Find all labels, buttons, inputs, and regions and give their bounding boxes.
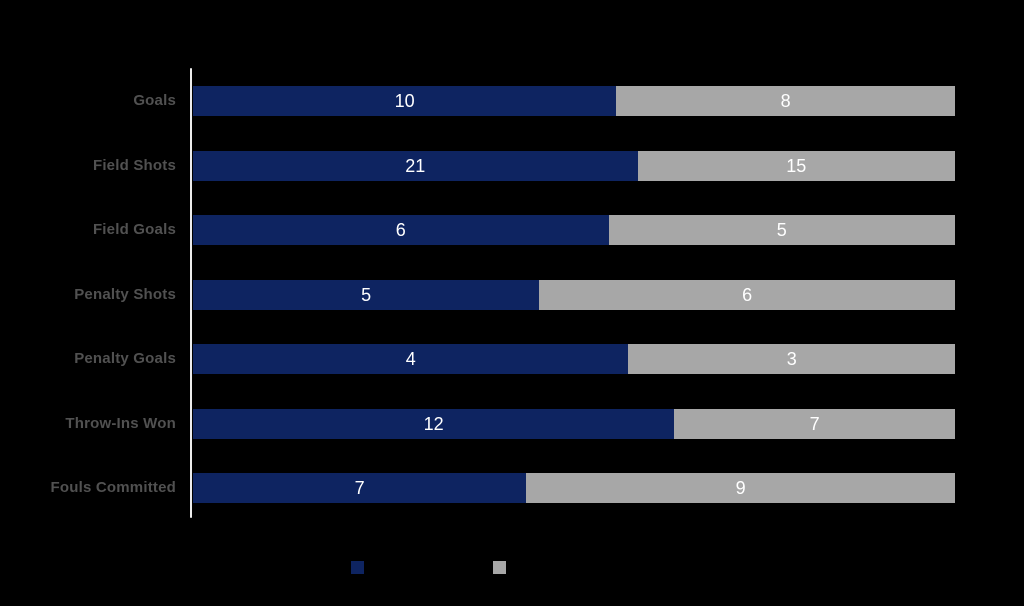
category-label: Penalty Goals bbox=[74, 350, 176, 367]
chart-row: Field Goals 6 5 bbox=[0, 215, 1024, 245]
bar-value-label: 6 bbox=[395, 220, 406, 240]
bar-value-label: 7 bbox=[354, 478, 365, 498]
bar-value-label: 3 bbox=[786, 349, 797, 369]
bar-value-label: 6 bbox=[742, 284, 753, 305]
bar-segment-series1: 10 bbox=[193, 86, 617, 116]
chart-row: Goals 10 8 bbox=[0, 86, 1024, 116]
chart-row: Penalty Goals 4 3 bbox=[0, 344, 1024, 374]
legend bbox=[351, 561, 512, 574]
bar-value-label: 15 bbox=[786, 155, 807, 176]
category-label: Fouls Committed bbox=[50, 479, 176, 496]
bar-track: 12 7 bbox=[193, 408, 955, 439]
bar-segment-series1: 7 bbox=[193, 473, 527, 503]
chart-row: Throw-Ins Won 12 7 bbox=[0, 408, 1024, 439]
bar-segment-series2: 5 bbox=[608, 215, 955, 245]
category-label: Field Goals bbox=[92, 221, 176, 238]
chart-row: Fouls Committed 7 9 bbox=[0, 473, 1024, 503]
legend-swatch-series2 bbox=[493, 561, 506, 574]
category-label: Goals bbox=[133, 92, 176, 109]
bar-segment-series1: 5 bbox=[193, 279, 540, 310]
category-label: Penalty Shots bbox=[74, 285, 176, 303]
bar-value-label: 8 bbox=[780, 91, 791, 111]
legend-item-series1 bbox=[351, 561, 370, 574]
bar-segment-series1: 12 bbox=[193, 408, 675, 439]
y-axis-line bbox=[190, 68, 192, 518]
category-label: Field Shots bbox=[92, 156, 176, 174]
bar-segment-series1: 6 bbox=[193, 215, 609, 245]
bar-value-label: 10 bbox=[394, 91, 415, 111]
chart-row: Penalty Shots 5 6 bbox=[0, 279, 1024, 310]
bar-value-label: 5 bbox=[776, 220, 787, 240]
bar-segment-series2: 6 bbox=[539, 279, 955, 310]
legend-item-series2 bbox=[493, 561, 512, 574]
bar-value-label: 7 bbox=[809, 413, 820, 434]
bar-track: 21 15 bbox=[193, 150, 955, 181]
category-label: Throw-Ins Won bbox=[65, 414, 176, 432]
bar-segment-series2: 8 bbox=[616, 86, 955, 116]
bar-segment-series1: 21 bbox=[193, 150, 638, 181]
bar-segment-series2: 7 bbox=[674, 408, 955, 439]
bar-segment-series2: 15 bbox=[637, 150, 955, 181]
bar-value-label: 5 bbox=[361, 284, 372, 305]
bar-value-label: 9 bbox=[735, 478, 746, 498]
bar-segment-series2: 9 bbox=[526, 473, 955, 503]
bar-rows-container: Goals 10 8 Field Shots 21 15 Field Goals 6 5 Pena… bbox=[0, 86, 1024, 538]
bar-segment-series2: 3 bbox=[628, 344, 955, 374]
chart-row: Field Shots 21 15 bbox=[0, 150, 1024, 181]
bar-value-label: 4 bbox=[405, 349, 416, 369]
bar-track: 10 8 bbox=[193, 86, 955, 116]
bar-segment-series1: 4 bbox=[193, 344, 629, 374]
bar-value-label: 21 bbox=[405, 155, 426, 176]
legend-swatch-series1 bbox=[351, 561, 364, 574]
bar-value-label: 12 bbox=[423, 413, 444, 434]
